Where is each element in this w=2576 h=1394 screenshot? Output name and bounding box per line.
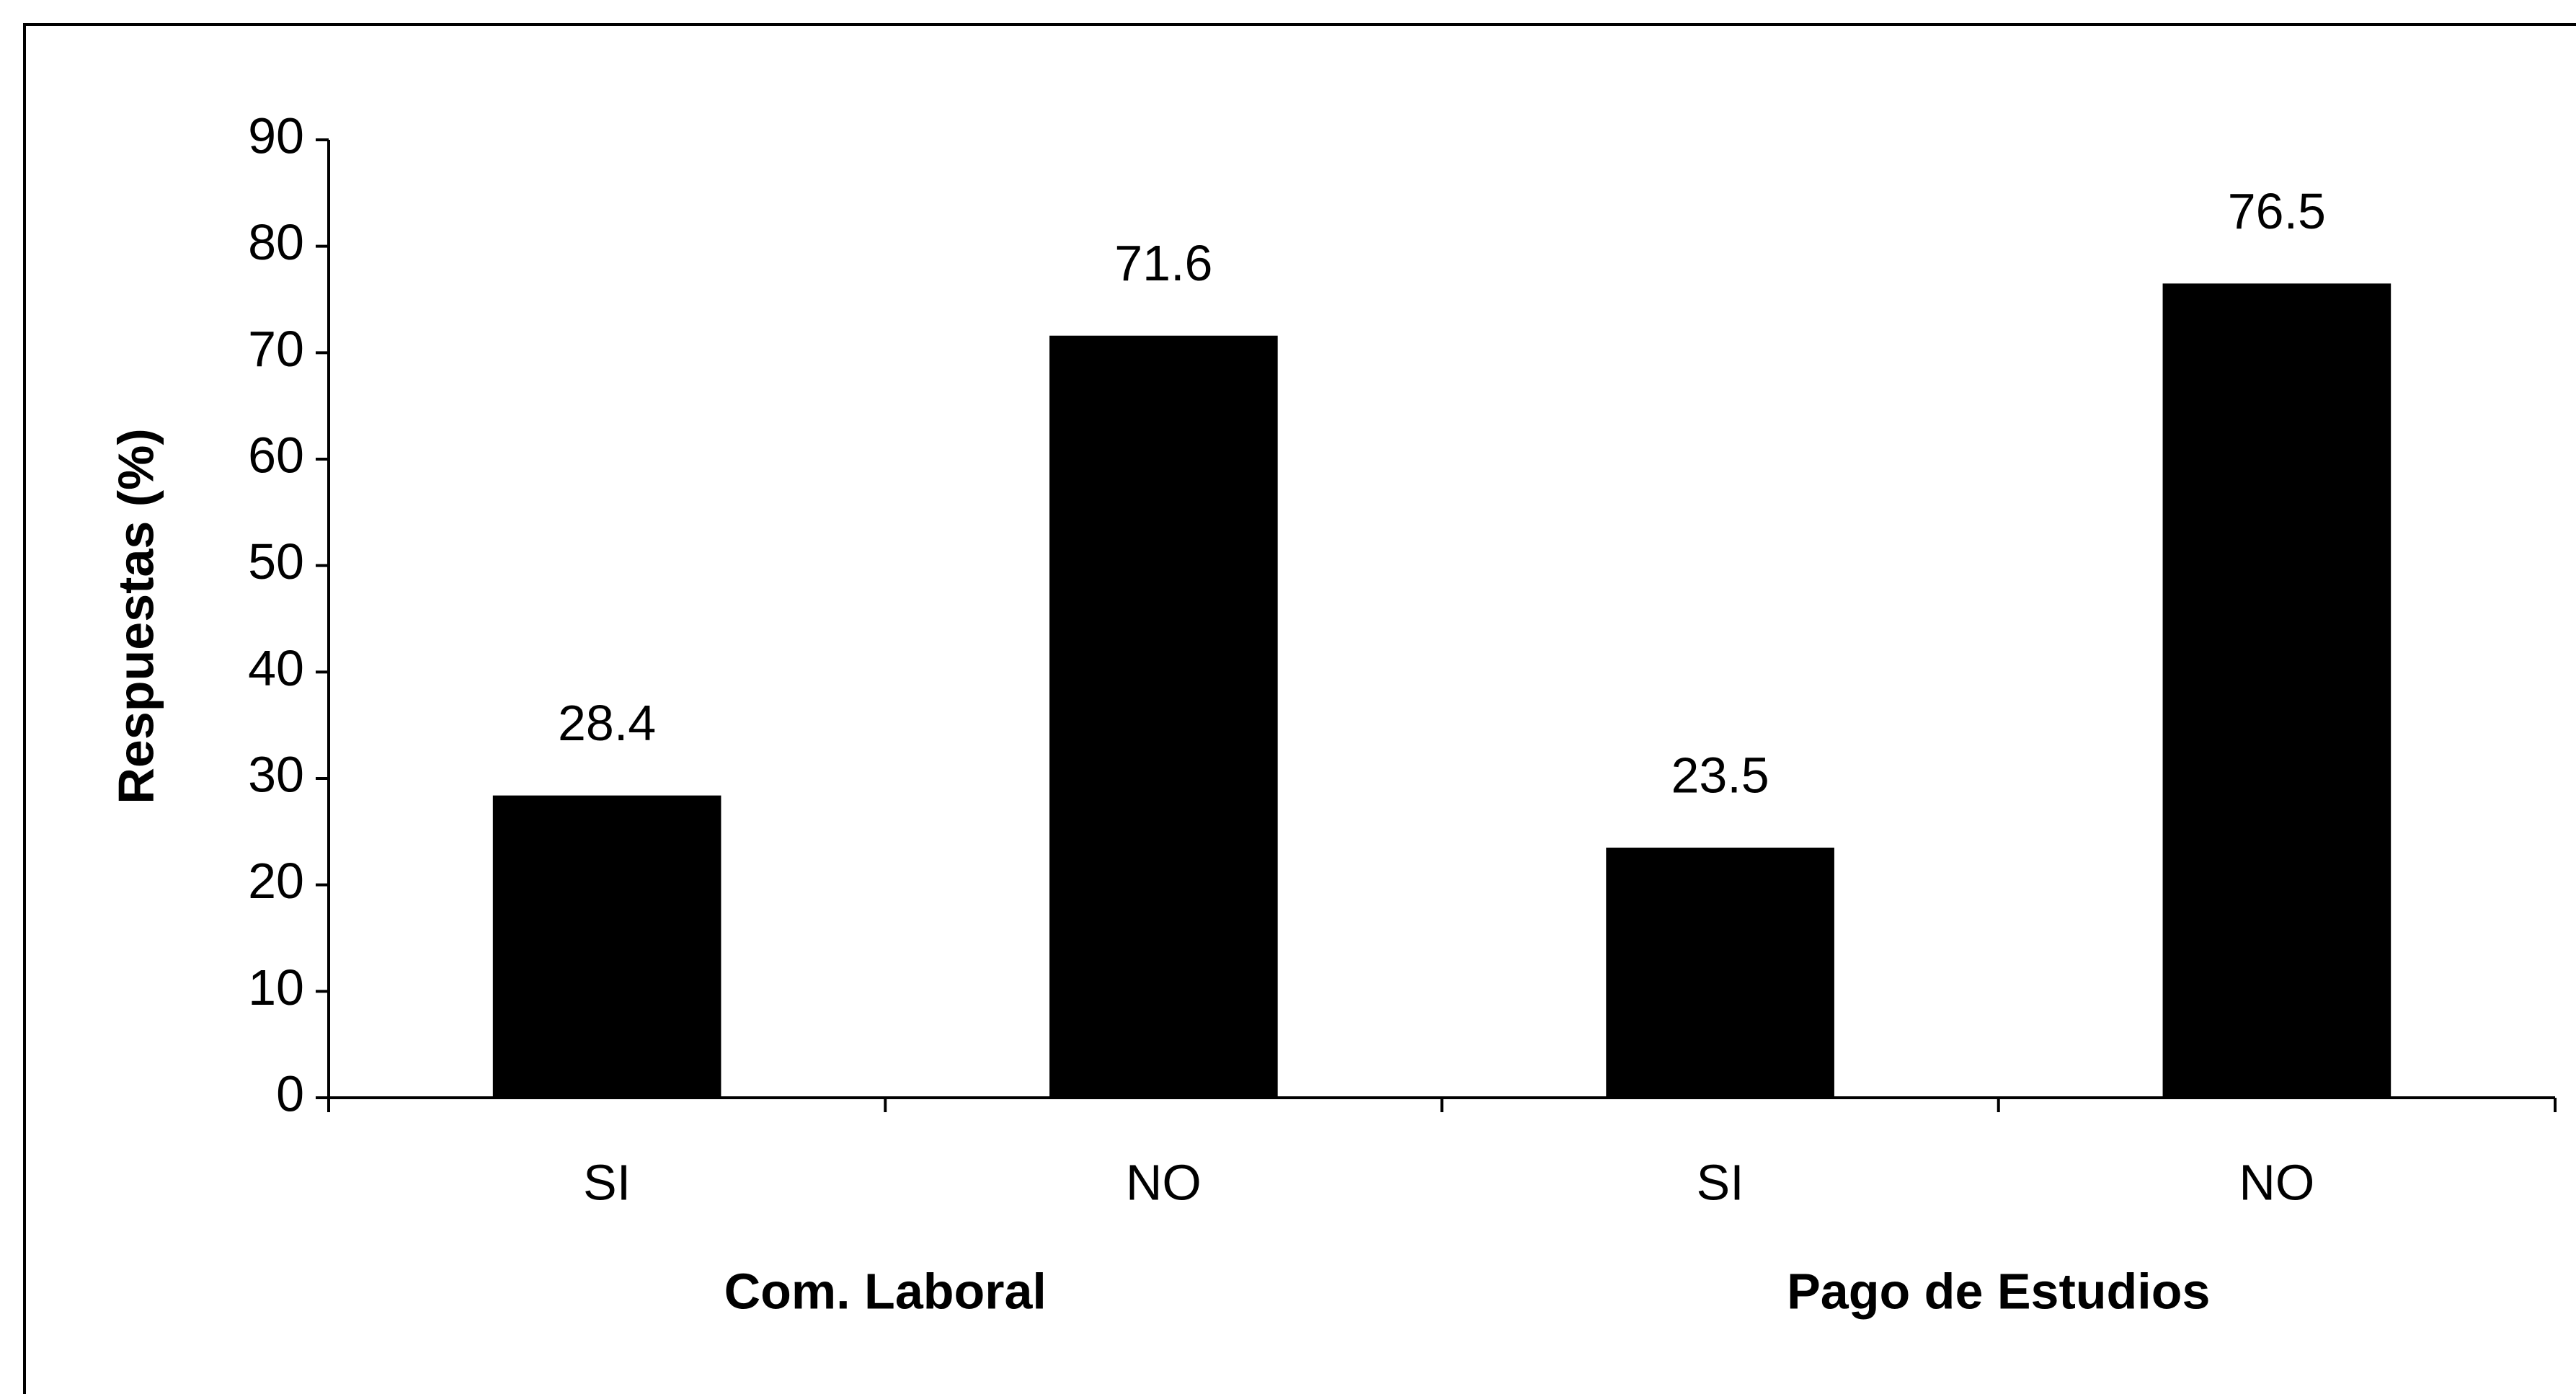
x-tick-label: NO xyxy=(1126,1154,1202,1210)
y-tick-label: 30 xyxy=(248,746,304,802)
bar xyxy=(1606,847,1834,1098)
bar xyxy=(492,795,721,1098)
y-tick-label: 70 xyxy=(248,321,304,377)
y-tick-label: 60 xyxy=(248,427,304,483)
x-tick-label: NO xyxy=(2239,1154,2314,1210)
y-tick-label: 40 xyxy=(248,640,304,696)
y-tick-label: 10 xyxy=(248,959,304,1016)
bar xyxy=(1049,335,1278,1098)
bar xyxy=(2162,283,2391,1098)
data-label: 28.4 xyxy=(558,695,656,751)
data-label: 23.5 xyxy=(1671,747,1769,803)
x-tick-label: SI xyxy=(583,1154,631,1210)
data-label: 76.5 xyxy=(2228,183,2326,239)
group-label: Com. Laboral xyxy=(724,1263,1047,1319)
y-tick-label: 20 xyxy=(248,853,304,909)
y-tick-label: 50 xyxy=(248,533,304,590)
y-tick-label: 90 xyxy=(248,107,304,164)
y-tick-label: 0 xyxy=(276,1065,304,1122)
x-tick-label: SI xyxy=(1697,1154,1744,1210)
y-axis-label: Respuestas (%) xyxy=(107,428,164,804)
group-label: Pago de Estudios xyxy=(1787,1263,2210,1319)
frame xyxy=(23,23,2576,1394)
data-label: 71.6 xyxy=(1114,235,1212,291)
y-tick-label: 80 xyxy=(248,214,304,270)
